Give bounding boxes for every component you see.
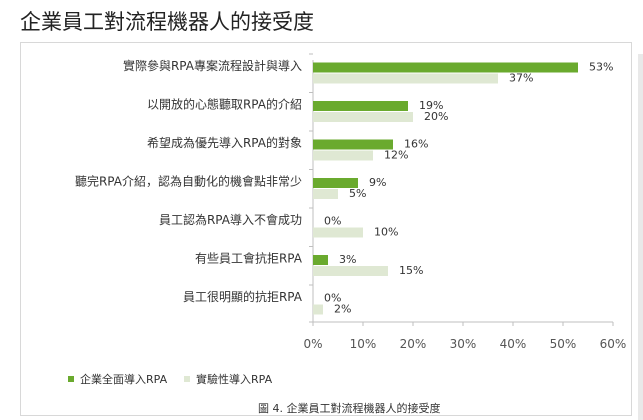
data-label-series2: 2% (334, 303, 351, 316)
x-tick-label: 20% (400, 337, 427, 351)
data-label-series1: 0% (324, 292, 341, 305)
legend-swatch-series2 (184, 376, 190, 382)
category-label: 員工認為RPA導入不會成功 (159, 212, 302, 227)
x-tick-label: 40% (500, 337, 527, 351)
legend-swatch-series1 (68, 376, 74, 382)
data-label-series2: 5% (349, 187, 366, 200)
bar-series1 (313, 101, 408, 111)
x-tick-label: 30% (450, 337, 477, 351)
data-label-series1: 9% (369, 176, 386, 189)
bar-series2 (313, 150, 373, 161)
legend-label-series1: 企業全面導入RPA (80, 373, 168, 386)
data-label-series2: 37% (509, 72, 533, 85)
bar-series1 (313, 255, 328, 265)
data-label-series1: 0% (324, 215, 341, 228)
page-title: 企業員工對流程機器人的接受度 (20, 10, 314, 34)
bar-series1 (313, 178, 358, 188)
data-label-series2: 20% (424, 110, 448, 123)
category-label: 實際參與RPA專案流程設計與導入 (123, 58, 302, 73)
data-label-series1: 19% (419, 99, 443, 112)
figure-caption: 圖 4. 企業員工對流程機器人的接受度 (258, 402, 441, 415)
x-tick-label: 60% (600, 337, 627, 351)
scrollbar[interactable] (638, 54, 643, 420)
bar-series1 (313, 139, 393, 150)
data-label-series2: 12% (384, 149, 408, 162)
bar-series2 (313, 73, 498, 84)
bar-series2 (313, 227, 363, 238)
category-label: 以開放的心態聽取RPA的介紹 (147, 97, 302, 112)
legend-item-series2: 實驗性導入RPA (184, 371, 272, 387)
category-label: 聽完RPA介紹，認為自動化的機會點非常少 (75, 174, 302, 189)
x-tick-label: 50% (550, 337, 577, 351)
bar-series1 (313, 62, 578, 73)
data-label-series1: 16% (404, 138, 428, 151)
category-label: 有些員工會抗拒RPA (195, 251, 303, 266)
legend-item-series1: 企業全面導入RPA (68, 371, 167, 387)
category-label: 員工很明顯的抗拒RPA (183, 289, 303, 304)
x-tick-label: 0% (303, 337, 322, 351)
bar-series2 (313, 266, 388, 276)
bar-series2 (313, 112, 413, 122)
x-tick-label: 10% (350, 337, 377, 351)
bar-series2 (313, 189, 338, 199)
data-label-series2: 10% (374, 226, 398, 239)
data-label-series1: 3% (339, 253, 356, 266)
data-label-series1: 53% (589, 61, 613, 74)
category-label: 希望成為優先導入RPA的對象 (147, 135, 302, 150)
data-label-series2: 15% (399, 264, 423, 277)
legend-label-series2: 實驗性導入RPA (196, 373, 273, 386)
bar-series2 (313, 304, 323, 315)
